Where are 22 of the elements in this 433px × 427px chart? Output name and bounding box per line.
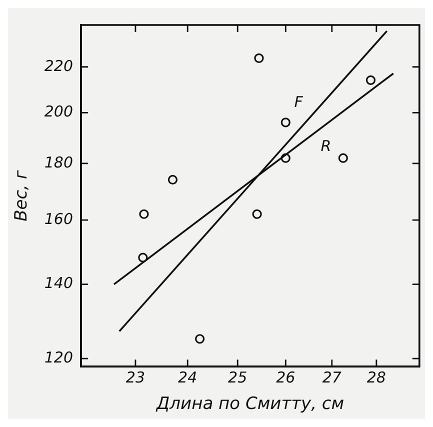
x-tick-label: 23: [126, 368, 146, 386]
x-axis-title: Длина по Смитту, см: [155, 394, 344, 414]
series-label: F: [294, 93, 304, 112]
x-tick-label: 27: [322, 368, 342, 386]
point: [280, 118, 290, 128]
y-tick-label: 180: [44, 153, 74, 172]
y-tick-label: 160: [44, 210, 74, 228]
point: [168, 174, 178, 185]
series-label: R: [320, 136, 332, 155]
point: [194, 334, 205, 344]
x-tick-label: 28: [366, 368, 386, 386]
y-tick-label: 220: [44, 56, 74, 75]
x-tick-label: 26: [276, 368, 296, 386]
y-tick-label: 120: [44, 348, 74, 366]
point: [254, 53, 264, 63]
y-tick-label: 140: [44, 274, 74, 292]
y-tick-label: 200: [44, 102, 74, 121]
x-tick-label: 24: [178, 368, 198, 386]
point: [280, 153, 290, 163]
y-axis-title: Вес, г: [12, 170, 32, 222]
point: [252, 209, 262, 219]
x-tick-label: 25: [228, 368, 248, 386]
